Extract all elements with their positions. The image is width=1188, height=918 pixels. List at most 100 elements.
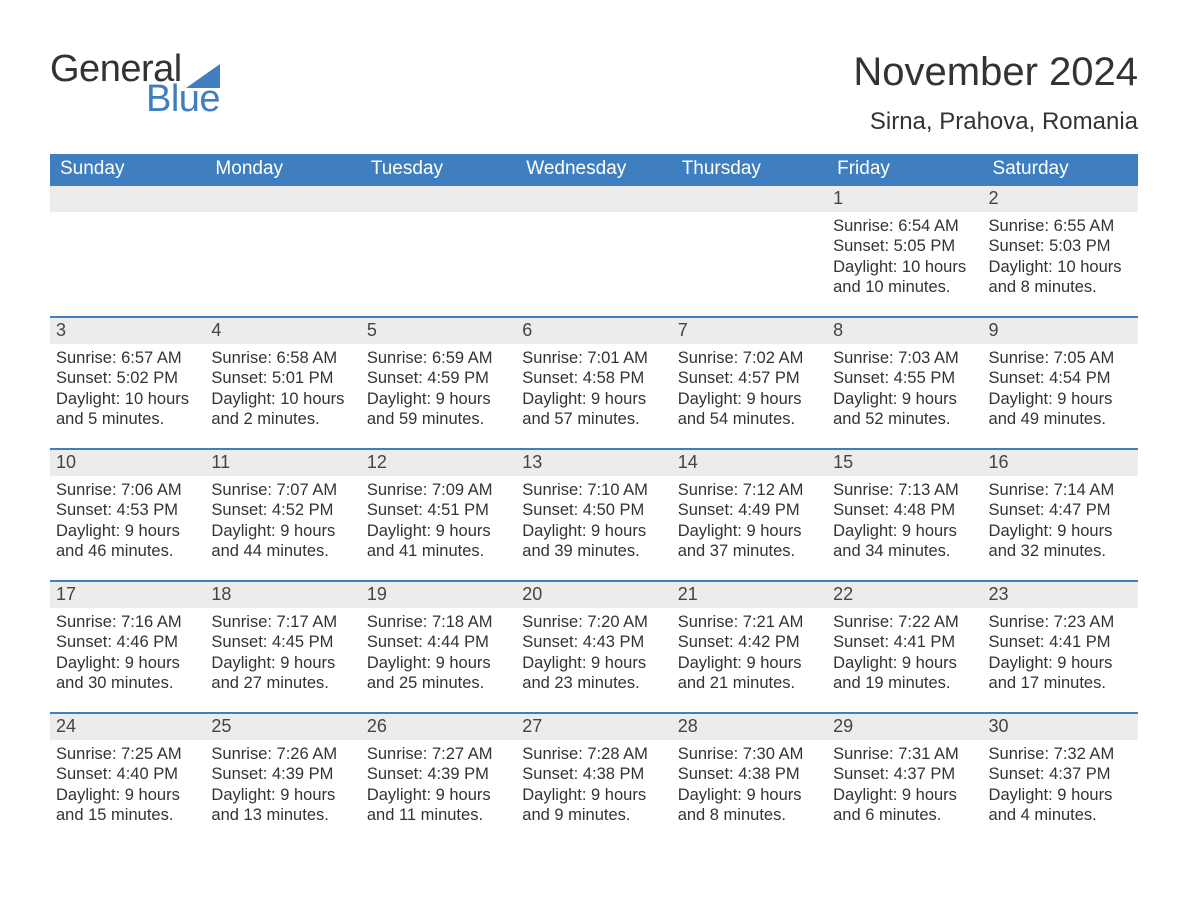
daylight-line: Daylight: 10 hours and 8 minutes. xyxy=(989,257,1132,298)
daylight-line: Daylight: 9 hours and 41 minutes. xyxy=(367,521,510,562)
sunrise-line: Sunrise: 7:13 AM xyxy=(833,480,976,501)
sunrise-line: Sunrise: 7:10 AM xyxy=(522,480,665,501)
daylight-line: Daylight: 9 hours and 49 minutes. xyxy=(989,389,1132,430)
day-details: Sunrise: 7:18 AMSunset: 4:44 PMDaylight:… xyxy=(361,608,516,697)
sunrise-line: Sunrise: 7:14 AM xyxy=(989,480,1132,501)
daylight-line: Daylight: 9 hours and 30 minutes. xyxy=(56,653,199,694)
calendar-cell: 3Sunrise: 6:57 AMSunset: 5:02 PMDaylight… xyxy=(50,316,205,448)
weekday-header: Wednesday xyxy=(516,154,671,184)
weekday-header: Saturday xyxy=(983,154,1138,184)
calendar-cell: 5Sunrise: 6:59 AMSunset: 4:59 PMDaylight… xyxy=(361,316,516,448)
calendar-cell: 8Sunrise: 7:03 AMSunset: 4:55 PMDaylight… xyxy=(827,316,982,448)
daylight-line: Daylight: 9 hours and 6 minutes. xyxy=(833,785,976,826)
sunset-line: Sunset: 4:58 PM xyxy=(522,368,665,389)
sunset-line: Sunset: 4:49 PM xyxy=(678,500,821,521)
daylight-line: Daylight: 9 hours and 39 minutes. xyxy=(522,521,665,562)
sunrise-line: Sunrise: 7:02 AM xyxy=(678,348,821,369)
day-details: Sunrise: 7:31 AMSunset: 4:37 PMDaylight:… xyxy=(827,740,982,829)
calendar-week-row: 1Sunrise: 6:54 AMSunset: 5:05 PMDaylight… xyxy=(50,184,1138,316)
day-number: 10 xyxy=(50,448,205,476)
day-details: Sunrise: 7:16 AMSunset: 4:46 PMDaylight:… xyxy=(50,608,205,697)
day-details: Sunrise: 7:14 AMSunset: 4:47 PMDaylight:… xyxy=(983,476,1138,565)
day-details: Sunrise: 6:57 AMSunset: 5:02 PMDaylight:… xyxy=(50,344,205,433)
daylight-line: Daylight: 9 hours and 23 minutes. xyxy=(522,653,665,694)
calendar-cell: 1Sunrise: 6:54 AMSunset: 5:05 PMDaylight… xyxy=(827,184,982,316)
sunset-line: Sunset: 5:05 PM xyxy=(833,236,976,257)
sunrise-line: Sunrise: 7:26 AM xyxy=(211,744,354,765)
daylight-line: Daylight: 9 hours and 54 minutes. xyxy=(678,389,821,430)
day-number: 6 xyxy=(516,316,671,344)
sunrise-line: Sunrise: 7:07 AM xyxy=(211,480,354,501)
sunrise-line: Sunrise: 6:59 AM xyxy=(367,348,510,369)
day-number: 13 xyxy=(516,448,671,476)
daylight-line: Daylight: 9 hours and 52 minutes. xyxy=(833,389,976,430)
daylight-line: Daylight: 9 hours and 25 minutes. xyxy=(367,653,510,694)
month-title: November 2024 xyxy=(853,50,1138,94)
sunset-line: Sunset: 5:01 PM xyxy=(211,368,354,389)
sunrise-line: Sunrise: 7:27 AM xyxy=(367,744,510,765)
day-details: Sunrise: 7:32 AMSunset: 4:37 PMDaylight:… xyxy=(983,740,1138,829)
day-details: Sunrise: 6:59 AMSunset: 4:59 PMDaylight:… xyxy=(361,344,516,433)
day-number xyxy=(50,184,205,212)
day-details: Sunrise: 7:26 AMSunset: 4:39 PMDaylight:… xyxy=(205,740,360,829)
sunset-line: Sunset: 4:52 PM xyxy=(211,500,354,521)
sunrise-line: Sunrise: 6:54 AM xyxy=(833,216,976,237)
sunset-line: Sunset: 4:46 PM xyxy=(56,632,199,653)
sunrise-line: Sunrise: 7:32 AM xyxy=(989,744,1132,765)
day-details: Sunrise: 7:17 AMSunset: 4:45 PMDaylight:… xyxy=(205,608,360,697)
calendar-week-row: 17Sunrise: 7:16 AMSunset: 4:46 PMDayligh… xyxy=(50,580,1138,712)
sunset-line: Sunset: 4:38 PM xyxy=(522,764,665,785)
sunset-line: Sunset: 4:48 PM xyxy=(833,500,976,521)
calendar-cell: 19Sunrise: 7:18 AMSunset: 4:44 PMDayligh… xyxy=(361,580,516,712)
daylight-line: Daylight: 9 hours and 15 minutes. xyxy=(56,785,199,826)
day-details: Sunrise: 7:28 AMSunset: 4:38 PMDaylight:… xyxy=(516,740,671,829)
sunset-line: Sunset: 4:42 PM xyxy=(678,632,821,653)
calendar-cell: 21Sunrise: 7:21 AMSunset: 4:42 PMDayligh… xyxy=(672,580,827,712)
sunrise-line: Sunrise: 7:30 AM xyxy=(678,744,821,765)
day-number: 8 xyxy=(827,316,982,344)
calendar-cell: 11Sunrise: 7:07 AMSunset: 4:52 PMDayligh… xyxy=(205,448,360,580)
sunset-line: Sunset: 4:41 PM xyxy=(989,632,1132,653)
daylight-line: Daylight: 10 hours and 2 minutes. xyxy=(211,389,354,430)
sunrise-line: Sunrise: 7:17 AM xyxy=(211,612,354,633)
day-number: 15 xyxy=(827,448,982,476)
sunset-line: Sunset: 4:45 PM xyxy=(211,632,354,653)
sunset-line: Sunset: 4:40 PM xyxy=(56,764,199,785)
sunrise-line: Sunrise: 7:12 AM xyxy=(678,480,821,501)
day-details: Sunrise: 7:06 AMSunset: 4:53 PMDaylight:… xyxy=(50,476,205,565)
sunset-line: Sunset: 4:50 PM xyxy=(522,500,665,521)
calendar-cell: 15Sunrise: 7:13 AMSunset: 4:48 PMDayligh… xyxy=(827,448,982,580)
weekday-header: Monday xyxy=(205,154,360,184)
daylight-line: Daylight: 9 hours and 32 minutes. xyxy=(989,521,1132,562)
calendar-cell: 29Sunrise: 7:31 AMSunset: 4:37 PMDayligh… xyxy=(827,712,982,844)
calendar-cell xyxy=(361,184,516,316)
daylight-line: Daylight: 10 hours and 5 minutes. xyxy=(56,389,199,430)
day-number xyxy=(205,184,360,212)
day-number: 24 xyxy=(50,712,205,740)
sunrise-line: Sunrise: 7:21 AM xyxy=(678,612,821,633)
sunset-line: Sunset: 4:59 PM xyxy=(367,368,510,389)
sunrise-line: Sunrise: 7:05 AM xyxy=(989,348,1132,369)
calendar-header-row: SundayMondayTuesdayWednesdayThursdayFrid… xyxy=(50,154,1138,184)
sunrise-line: Sunrise: 7:03 AM xyxy=(833,348,976,369)
calendar-cell: 14Sunrise: 7:12 AMSunset: 4:49 PMDayligh… xyxy=(672,448,827,580)
day-number: 3 xyxy=(50,316,205,344)
daylight-line: Daylight: 9 hours and 9 minutes. xyxy=(522,785,665,826)
daylight-line: Daylight: 9 hours and 37 minutes. xyxy=(678,521,821,562)
day-details: Sunrise: 7:22 AMSunset: 4:41 PMDaylight:… xyxy=(827,608,982,697)
day-number: 17 xyxy=(50,580,205,608)
calendar-cell: 18Sunrise: 7:17 AMSunset: 4:45 PMDayligh… xyxy=(205,580,360,712)
day-number: 4 xyxy=(205,316,360,344)
sunrise-line: Sunrise: 7:01 AM xyxy=(522,348,665,369)
sunrise-line: Sunrise: 7:18 AM xyxy=(367,612,510,633)
day-number: 16 xyxy=(983,448,1138,476)
day-details: Sunrise: 7:07 AMSunset: 4:52 PMDaylight:… xyxy=(205,476,360,565)
weekday-header: Thursday xyxy=(672,154,827,184)
brand-logo: General Blue xyxy=(50,50,220,118)
daylight-line: Daylight: 9 hours and 4 minutes. xyxy=(989,785,1132,826)
sunset-line: Sunset: 4:53 PM xyxy=(56,500,199,521)
calendar-cell xyxy=(205,184,360,316)
page-header: General Blue November 2024 Sirna, Prahov… xyxy=(50,50,1138,136)
day-details xyxy=(516,212,671,218)
calendar-week-row: 3Sunrise: 6:57 AMSunset: 5:02 PMDaylight… xyxy=(50,316,1138,448)
